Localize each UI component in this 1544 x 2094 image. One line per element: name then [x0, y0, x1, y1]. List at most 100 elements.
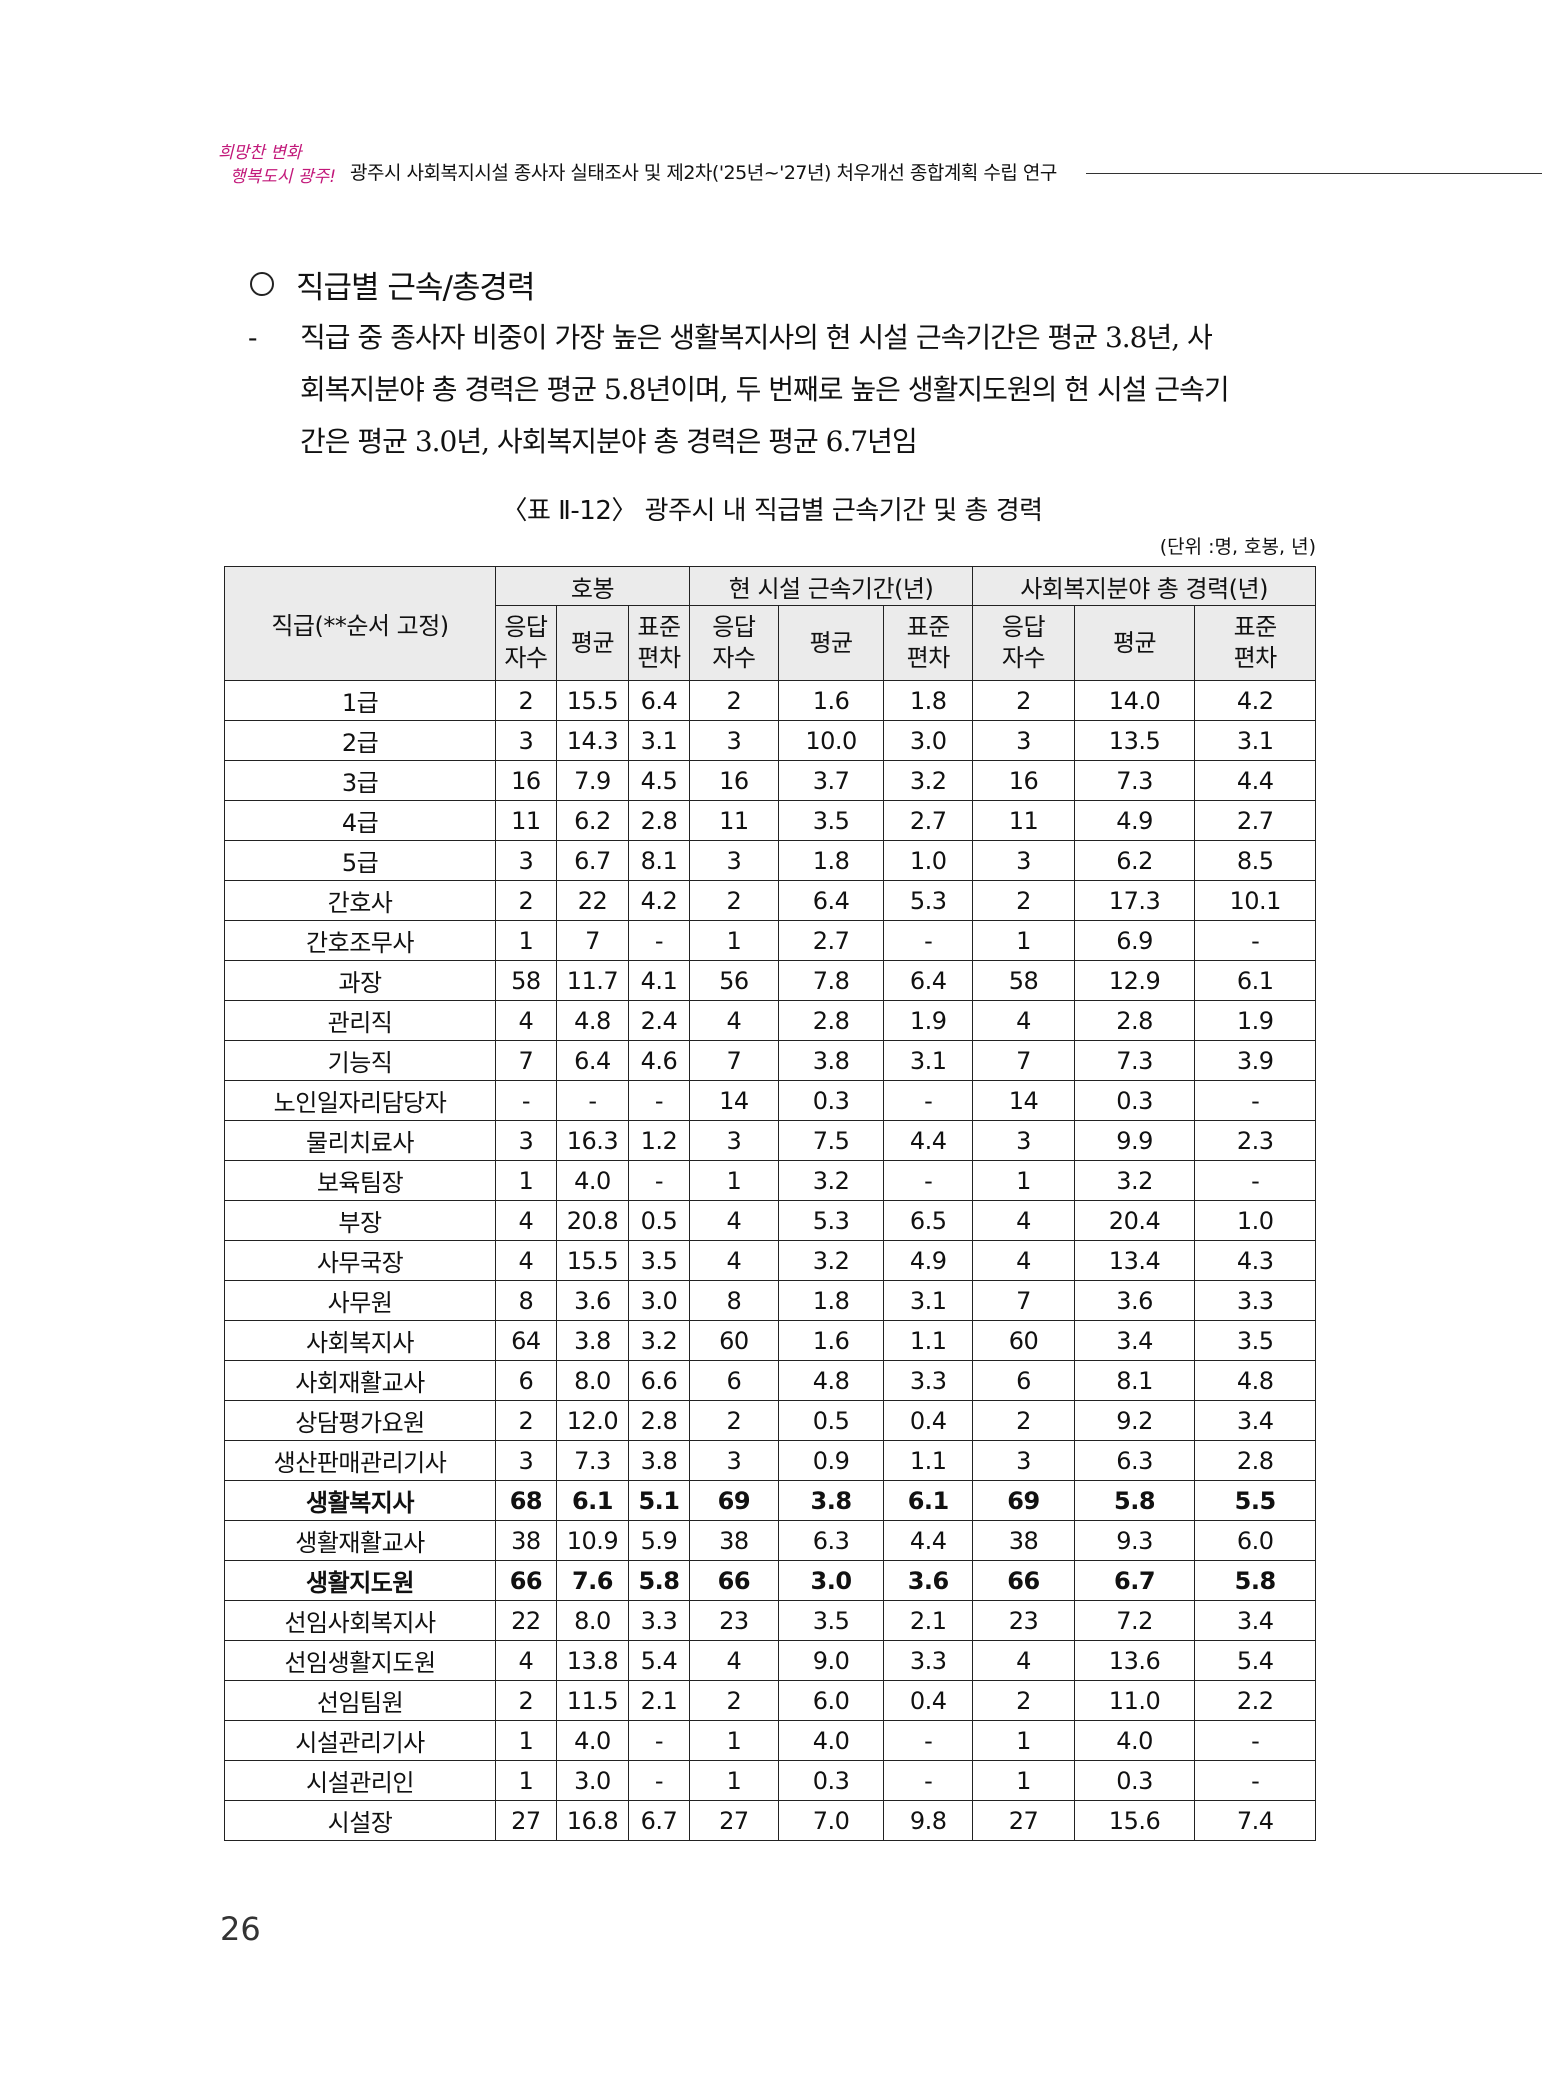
table-row: 선임생활지도원 4 13.8 5.4 4 9.0 3.3 4 13.6 5.4 — [224, 1640, 1316, 1681]
table-cell: 7.2 — [1073, 1600, 1196, 1641]
table-cell: 11 — [688, 800, 779, 841]
table-cell: 0.3 — [1073, 1760, 1196, 1801]
table-cell: 1.2 — [628, 1120, 690, 1161]
table-cell: 6.2 — [1073, 840, 1196, 881]
table-cell: 1 — [495, 1720, 557, 1761]
table-cell: 66 — [688, 1560, 779, 1601]
row-label: 생활재활교사 — [224, 1520, 496, 1561]
table-cell: 7 — [495, 1040, 557, 1081]
table-row: 4급 11 6.2 2.8 11 3.5 2.7 11 4.9 2.7 — [224, 800, 1316, 841]
row-label: 관리직 — [224, 1000, 496, 1041]
table-cell: 4.8 — [555, 1000, 630, 1041]
table-cell: 8 — [688, 1280, 779, 1321]
table-cell: 6.3 — [777, 1520, 885, 1561]
table-cell: 2 — [688, 1680, 779, 1721]
sub-header: 응답 자수 — [495, 605, 557, 681]
table-cell: 2 — [972, 1400, 1075, 1441]
table-row: 생활지도원 66 7.6 5.8 66 3.0 3.6 66 6.7 5.8 — [224, 1560, 1316, 1601]
row-label: 2급 — [224, 720, 496, 761]
table-cell: 16 — [972, 760, 1075, 801]
table-cell: 3.0 — [628, 1280, 690, 1321]
table-cell: 2 — [688, 680, 779, 721]
table-cell: 4 — [688, 1640, 779, 1681]
table-cell: 3.4 — [1194, 1400, 1316, 1441]
table-cell: 6.4 — [555, 1040, 630, 1081]
table-cell: - — [1194, 920, 1316, 961]
table-cell: 13.4 — [1073, 1240, 1196, 1281]
table-row: 생활복지사 68 6.1 5.1 69 3.8 6.1 69 5.8 5.5 — [224, 1480, 1316, 1521]
table-cell: 6.7 — [1073, 1560, 1196, 1601]
table-cell: 5.8 — [628, 1560, 690, 1601]
table-cell: 4.4 — [1194, 760, 1316, 801]
table-row: 간호조무사 1 7-1 2.7-1 6.9- — [224, 920, 1316, 961]
paragraph-line: 직급 중 종사자 비중이 가장 높은 생활복지사의 현 시설 근속기간은 평균 … — [300, 321, 1213, 354]
table-cell: 2 — [495, 1400, 557, 1441]
sub-header: 표준 편차 — [628, 605, 690, 681]
table-cell: 15.5 — [555, 1240, 630, 1281]
sub-header: 표준 편차 — [1194, 605, 1316, 681]
table-cell: 3.1 — [883, 1280, 974, 1321]
table-cell: 4 — [972, 1240, 1075, 1281]
group-header: 호봉 — [495, 566, 690, 606]
table-cell: 3.3 — [883, 1640, 974, 1681]
table-cell: 8.1 — [1073, 1360, 1196, 1401]
group-header: 사회복지분야 총 경력(년) — [972, 566, 1316, 606]
table-cell: 3.8 — [628, 1440, 690, 1481]
table-cell: - — [628, 920, 690, 961]
table-cell: 6.3 — [1073, 1440, 1196, 1481]
table-cell: 4.2 — [628, 880, 690, 921]
table-cell: 66 — [495, 1560, 557, 1601]
row-label: 사무원 — [224, 1280, 496, 1321]
table-row: 1급 2 15.5 6.4 2 1.6 1.8 2 14.0 4.2 — [224, 680, 1316, 721]
row-label: 보육팀장 — [224, 1160, 496, 1201]
table-cell: 3.6 — [883, 1560, 974, 1601]
table-cell: 4.9 — [883, 1240, 974, 1281]
table-row: 과장 58 11.7 4.1 56 7.8 6.4 58 12.9 6.1 — [224, 960, 1316, 1001]
table-cell: 8.0 — [555, 1360, 630, 1401]
table-cell: 10.0 — [777, 720, 885, 761]
table-row: 2급 3 14.3 3.1 3 10.0 3.0 3 13.5 3.1 — [224, 720, 1316, 761]
table-cell: 6.7 — [555, 840, 630, 881]
table-cell: 3.6 — [1073, 1280, 1196, 1321]
table-cell: 1.6 — [777, 1320, 885, 1361]
table-cell: 3.0 — [883, 720, 974, 761]
table-row: 노인일자리담당자 - - -14 0.3-14 0.3- — [224, 1080, 1316, 1121]
table-cell: 38 — [688, 1520, 779, 1561]
sub-header: 표준 편차 — [883, 605, 974, 681]
dash-bullet: - — [248, 321, 258, 354]
table-cell: 7 — [972, 1280, 1075, 1321]
table-cell: 0.3 — [777, 1080, 885, 1121]
table-cell: 2.8 — [1194, 1440, 1316, 1481]
table-cell: 7.5 — [777, 1120, 885, 1161]
table-row: 사회복지사 64 3.8 3.2 60 1.6 1.1 60 3.4 3.5 — [224, 1320, 1316, 1361]
table-row: 시설장 27 16.8 6.7 27 7.0 9.8 27 15.6 7.4 — [224, 1800, 1316, 1841]
table-cell: 4.5 — [628, 760, 690, 801]
row-label: 시설관리기사 — [224, 1720, 496, 1761]
table-cell: 5.8 — [1073, 1480, 1196, 1521]
table-cell: 2 — [495, 1680, 557, 1721]
table-cell: 0.5 — [628, 1200, 690, 1241]
table-cell: 1 — [972, 1720, 1075, 1761]
table-cell: 3.3 — [628, 1600, 690, 1641]
table-cell: 1.9 — [883, 1000, 974, 1041]
table-cell: 3.5 — [628, 1240, 690, 1281]
table-cell: 3 — [688, 840, 779, 881]
table-cell: 3.5 — [777, 800, 885, 841]
table-cell: 2.3 — [1194, 1120, 1316, 1161]
table-cell: 11.7 — [555, 960, 630, 1001]
table-cell: 7.3 — [1073, 1040, 1196, 1081]
row-label: 생활지도원 — [224, 1560, 496, 1601]
table-cell: 3 — [972, 720, 1075, 761]
row-label: 간호사 — [224, 880, 496, 921]
table-cell: 1.6 — [777, 680, 885, 721]
table-cell: 69 — [688, 1480, 779, 1521]
row-label: 사회재활교사 — [224, 1360, 496, 1401]
table-row: 물리치료사 3 16.3 1.2 3 7.5 4.4 3 9.9 2.3 — [224, 1120, 1316, 1161]
table-cell: 1 — [972, 1160, 1075, 1201]
table-cell: 60 — [972, 1320, 1075, 1361]
table-cell: 3.3 — [1194, 1280, 1316, 1321]
table-cell: 1 — [972, 920, 1075, 961]
table-cell: 2 — [495, 680, 557, 721]
table-row: 간호사 2 22 4.2 2 6.4 5.3 2 17.3 10.1 — [224, 880, 1316, 921]
table-cell: 9.3 — [1073, 1520, 1196, 1561]
